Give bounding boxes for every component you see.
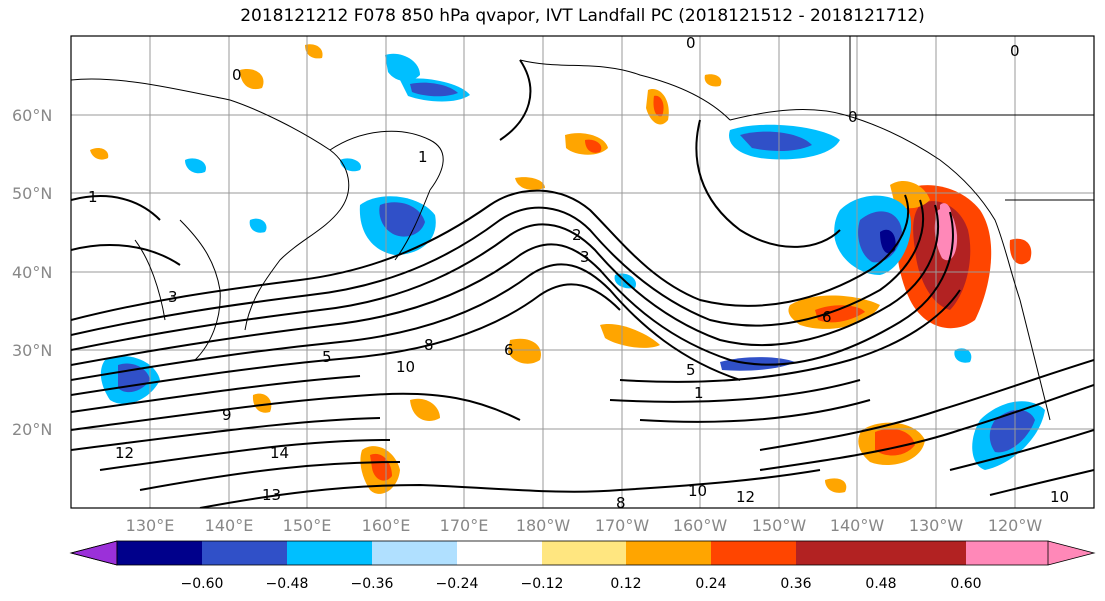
contour-label: 13 xyxy=(262,486,281,504)
colorbar-segment xyxy=(372,541,457,565)
contour-label: 6 xyxy=(504,341,514,359)
contour-label: 14 xyxy=(270,444,289,462)
colorbar-segment xyxy=(287,541,372,565)
colorbar-tick: 0.60 xyxy=(950,576,981,592)
colorbar-tick: −0.36 xyxy=(351,576,394,592)
contour-label: 1 xyxy=(88,188,98,206)
colorbar-tick: 0.24 xyxy=(695,576,726,592)
map-frame xyxy=(70,35,1095,509)
colorbar-segment xyxy=(202,541,287,565)
lat-label-20n: 20°N xyxy=(12,420,52,439)
colorbar-segment xyxy=(711,541,796,565)
ivt-contours xyxy=(71,59,1094,508)
latitude-labels: 60°N 50°N 40°N 30°N 20°N xyxy=(12,106,52,439)
contour-label: 6 xyxy=(822,308,832,326)
contour-label: 0 xyxy=(848,108,858,126)
colorbar-tick: 0.48 xyxy=(865,576,896,592)
lat-label-40n: 40°N xyxy=(12,263,52,282)
contour-label: 1 xyxy=(694,384,704,402)
contour-label: 10 xyxy=(396,358,415,376)
lon-label: 150°E xyxy=(283,516,332,535)
map-title: 2018121212 F078 850 hPa qvapor, IVT Land… xyxy=(240,6,925,26)
lon-label: 160°E xyxy=(362,516,411,535)
lon-label: 160°W xyxy=(673,516,728,535)
colorbar-tick: 0.12 xyxy=(610,576,641,592)
contour-label: 3 xyxy=(168,288,178,306)
qvapor-shading xyxy=(90,44,1045,494)
contour-label: 8 xyxy=(616,494,626,512)
contour-label: 2 xyxy=(572,226,582,244)
colorbar-segment xyxy=(457,541,542,565)
colorbar-tick: −0.48 xyxy=(266,576,309,592)
contour-label: 0 xyxy=(232,66,242,84)
lon-label: 170°W xyxy=(595,516,650,535)
contour-label: 0 xyxy=(686,34,696,52)
map-content: 0 0 0 0 1 1 1 2 3 3 5 5 6 6 8 8 9 10 10 … xyxy=(71,34,1094,512)
contour-label: 10 xyxy=(1050,488,1069,506)
contour-label: 5 xyxy=(686,361,696,379)
colorbar: −0.60 −0.48 −0.36 −0.24 −0.12 0.12 0.24 … xyxy=(69,540,1096,592)
colorbar-frame xyxy=(116,540,1049,566)
colorbar-extend-left xyxy=(69,540,118,566)
lat-label-30n: 30°N xyxy=(12,341,52,360)
contour-label: 8 xyxy=(424,336,434,354)
lon-label: 150°W xyxy=(752,516,807,535)
lon-label: 140°W xyxy=(830,516,885,535)
colorbar-segment xyxy=(626,541,711,565)
colorbar-segment xyxy=(796,541,881,565)
contour-label: 9 xyxy=(222,406,232,424)
lon-label: 120°W xyxy=(988,516,1043,535)
lon-label: 130°E xyxy=(126,516,175,535)
lon-label: 180°W xyxy=(516,516,571,535)
contour-label: 12 xyxy=(115,444,134,462)
contour-label: 0 xyxy=(1010,42,1020,60)
colorbar-tick: 0.36 xyxy=(780,576,811,592)
contour-label: 3 xyxy=(580,248,590,266)
longitude-labels: 130°E 140°E 150°E 160°E 170°E 180°W 170°… xyxy=(126,516,1043,535)
contour-label: 5 xyxy=(322,348,332,366)
lat-label-50n: 50°N xyxy=(12,184,52,203)
contour-label: 12 xyxy=(736,488,755,506)
lon-label: 170°E xyxy=(440,516,489,535)
colorbar-tick: −0.12 xyxy=(521,576,564,592)
lon-label: 140°E xyxy=(205,516,254,535)
contour-labels: 0 0 0 0 1 1 1 2 3 3 5 5 6 6 8 8 9 10 10 … xyxy=(88,34,1069,512)
contour-label: 10 xyxy=(688,482,707,500)
contour-label: 1 xyxy=(418,148,428,166)
lon-label: 130°W xyxy=(909,516,964,535)
colorbar-segment xyxy=(117,541,202,565)
colorbar-segment xyxy=(542,541,626,565)
lat-label-60n: 60°N xyxy=(12,106,52,125)
colorbar-tick: −0.60 xyxy=(181,576,224,592)
colorbar-tick: −0.24 xyxy=(436,576,479,592)
colorbar-segment xyxy=(881,541,966,565)
